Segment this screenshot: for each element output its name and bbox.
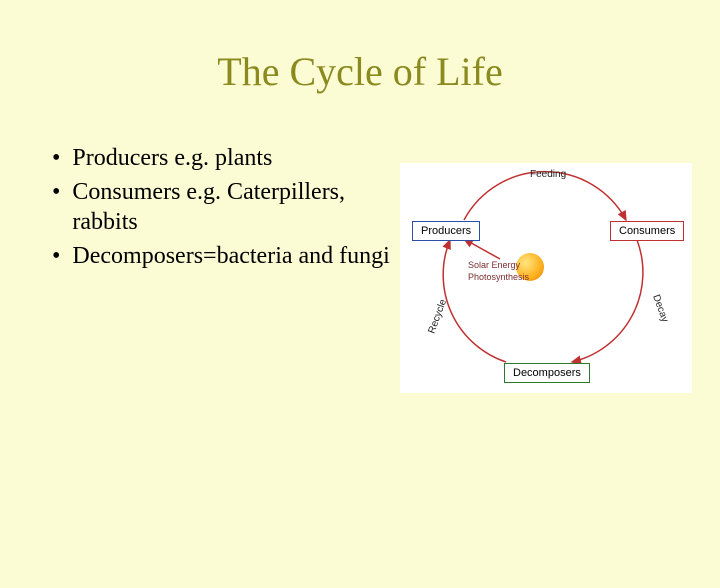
list-item: • Consumers e.g. Caterpillers, rabbits: [52, 177, 392, 237]
page-title: The Cycle of Life: [0, 48, 720, 95]
bullet-text: Producers e.g. plants: [72, 143, 272, 173]
edge-recycle: [443, 240, 506, 362]
bullet-text: Consumers e.g. Caterpillers, rabbits: [72, 177, 392, 237]
bullet-marker: •: [52, 241, 60, 271]
cycle-diagram: Solar Energy Photosynthesis Producers Co…: [400, 163, 692, 393]
bullet-list: • Producers e.g. plants • Consumers e.g.…: [52, 143, 392, 393]
sun-label-1: Solar Energy: [468, 261, 520, 271]
bullet-marker: •: [52, 177, 60, 207]
bullet-marker: •: [52, 143, 60, 173]
edge-label-feeding: Feeding: [530, 169, 566, 180]
edge-decay: [572, 240, 643, 362]
sun-label-2: Photosynthesis: [468, 273, 529, 283]
sun-arrow: [464, 239, 500, 259]
node-decomposers: Decomposers: [504, 363, 590, 383]
node-producers: Producers: [412, 221, 480, 241]
list-item: • Decomposers=bacteria and fungi: [52, 241, 392, 271]
list-item: • Producers e.g. plants: [52, 143, 392, 173]
cycle-svg: [400, 163, 692, 393]
bullet-text: Decomposers=bacteria and fungi: [72, 241, 389, 271]
node-consumers: Consumers: [610, 221, 684, 241]
content-area: • Producers e.g. plants • Consumers e.g.…: [0, 143, 720, 393]
